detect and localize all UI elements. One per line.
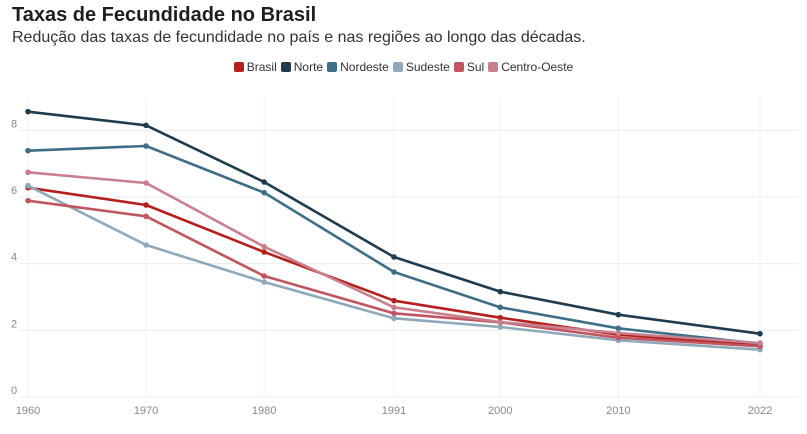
data-point xyxy=(143,202,149,208)
legend-label: Sudeste xyxy=(405,60,450,74)
legend-label: Nordeste xyxy=(340,60,389,74)
y-tick-label: 4 xyxy=(11,252,17,264)
data-point xyxy=(497,324,504,330)
data-point xyxy=(25,147,31,154)
legend-swatch xyxy=(233,62,244,72)
legend-swatch xyxy=(327,62,338,72)
data-point xyxy=(261,279,267,285)
data-point xyxy=(615,330,622,336)
x-tick-label: 1960 xyxy=(16,405,40,417)
legend-item[interactable]: Centro-Oeste xyxy=(488,60,573,74)
legend-swatch xyxy=(392,62,403,72)
legend: Brasil Norte Nordeste Sudeste Sul Centro-Oest… xyxy=(0,60,807,75)
legend-swatch xyxy=(453,62,464,72)
data-point xyxy=(497,314,504,321)
data-point xyxy=(391,310,397,317)
data-point xyxy=(391,315,397,322)
legend-item[interactable]: Nordeste xyxy=(327,60,389,74)
data-point xyxy=(261,179,267,185)
data-point xyxy=(143,242,149,248)
legend-item[interactable]: Norte xyxy=(280,60,324,74)
data-point xyxy=(497,288,504,295)
data-point xyxy=(757,340,763,346)
data-point xyxy=(391,304,397,311)
legend-item[interactable]: Sudeste xyxy=(392,60,450,74)
data-point xyxy=(25,197,31,204)
y-tick-label: 2 xyxy=(11,318,17,330)
y-tick-label: 6 xyxy=(11,185,17,197)
data-point xyxy=(757,330,763,337)
data-point xyxy=(497,304,504,311)
data-point xyxy=(143,143,149,149)
data-point xyxy=(261,249,267,255)
x-tick-label: 1980 xyxy=(252,405,276,417)
data-point xyxy=(25,108,31,115)
data-point xyxy=(25,169,31,176)
x-tick-label: 1970 xyxy=(134,405,158,417)
data-point xyxy=(261,273,267,279)
data-point xyxy=(497,319,504,325)
y-tick-label: 0 xyxy=(11,385,17,397)
data-point xyxy=(391,269,397,275)
data-point xyxy=(391,254,397,260)
legend-label: Sul xyxy=(466,60,485,74)
data-point xyxy=(261,243,267,250)
data-point xyxy=(615,325,622,332)
legend-item[interactable]: Sul xyxy=(453,60,485,74)
legend-item[interactable]: Brasil xyxy=(233,60,277,74)
data-point xyxy=(143,180,149,186)
y-tick-label: 8 xyxy=(11,118,17,130)
data-point xyxy=(25,182,31,189)
x-tick-label: 2022 xyxy=(748,405,772,417)
data-point xyxy=(615,311,622,318)
data-point xyxy=(391,297,397,304)
legend-label: Norte xyxy=(293,60,324,74)
chart-title: Taxas de Fecundidade no Brasil xyxy=(12,4,317,26)
chart-subtitle: Redução das taxas de fecundidade no país… xyxy=(12,29,586,46)
data-point xyxy=(261,189,267,196)
data-point xyxy=(143,122,149,129)
legend-label: Centro-Oeste xyxy=(501,60,574,74)
legend-swatch xyxy=(280,62,291,72)
x-tick-label: 1991 xyxy=(382,405,406,417)
data-point xyxy=(615,334,622,341)
legend-swatch xyxy=(488,62,499,72)
legend-label: Brasil xyxy=(246,60,277,74)
data-point xyxy=(143,213,149,220)
x-tick-label: 2000 xyxy=(488,405,512,417)
x-tick-label: 2010 xyxy=(606,405,630,417)
